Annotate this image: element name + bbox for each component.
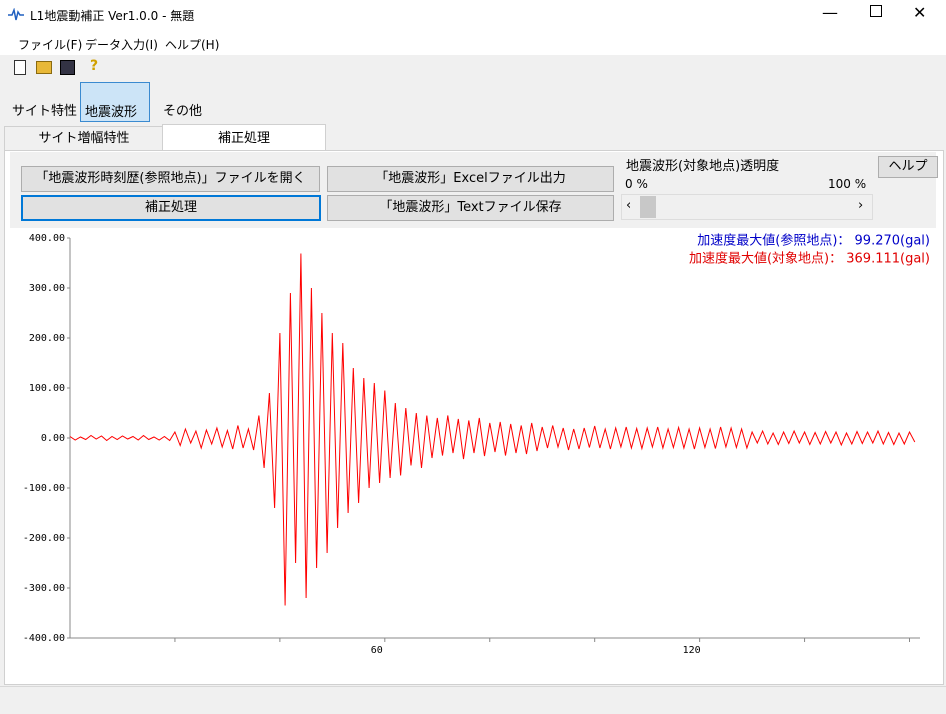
y-tick-label: 400.00 xyxy=(29,233,65,244)
scroll-left[interactable]: ‹ xyxy=(626,198,632,213)
correct-button[interactable]: 補正処理 xyxy=(21,195,321,221)
window-title: L1地震動補正 Ver1.0.0 - 無題 xyxy=(30,9,195,23)
chart: -400.00 -300.00 -200.00 -100.00 0.00 100.00 20… xyxy=(23,233,930,657)
x-tick-label: 60 xyxy=(371,645,383,656)
y-tick-label: -100.00 xyxy=(23,483,65,494)
close[interactable]: ✕ xyxy=(913,3,927,22)
transparency-max: 100 % xyxy=(828,177,867,191)
maximize[interactable] xyxy=(870,5,882,17)
x-tick-label: 120 xyxy=(683,645,701,656)
excel-button[interactable]: 「地震波形」Excelファイル出力 xyxy=(327,166,614,192)
waveform xyxy=(69,253,916,606)
y-tick-label: -300.00 xyxy=(23,583,65,594)
big-toolbar: サイト特性 地震波形 その他 xyxy=(0,80,946,122)
menu-bar: ファイル(F) データ入力(I) ヘルプ(H) xyxy=(0,30,946,55)
open-button[interactable]: 「地震波形時刻歴(参照地点)」ファイルを開く xyxy=(21,166,320,192)
y-tick-label: 0.00 xyxy=(41,433,65,444)
new-icon[interactable] xyxy=(14,60,26,75)
menu-item[interactable]: ヘルプ(H) xyxy=(165,38,220,52)
toolbar-button[interactable]: サイト特性 xyxy=(12,104,78,119)
tab-active[interactable]: 補正処理 xyxy=(162,124,326,152)
transparency-min: 0 % xyxy=(625,177,648,191)
help-button[interactable]: ヘルプ xyxy=(878,156,938,178)
toolbar-button[interactable]: その他 xyxy=(163,104,203,119)
menu-item[interactable]: データ入力(I) xyxy=(85,38,158,52)
toolbar-button-active[interactable]: 地震波形 xyxy=(80,82,150,122)
transparency-slider[interactable]: ‹ › xyxy=(621,194,873,220)
max-annotation: 加速度最大値(対象地点)： 369.111(gal) xyxy=(689,251,930,267)
y-tick-label: 100.00 xyxy=(29,383,65,394)
minimize[interactable]: — xyxy=(822,3,838,22)
text-button[interactable]: 「地震波形」Textファイル保存 xyxy=(327,195,614,221)
open-icon[interactable] xyxy=(36,61,52,74)
save-icon[interactable] xyxy=(60,60,75,75)
status-bar xyxy=(0,686,946,714)
y-tick-label: 200.00 xyxy=(29,333,65,344)
toolbar-label: 地震波形 xyxy=(85,105,138,120)
menu-item[interactable]: ファイル(F) xyxy=(18,38,83,52)
y-tick-label: -200.00 xyxy=(23,533,65,544)
app-icon xyxy=(8,8,24,21)
tab-panel xyxy=(4,150,944,685)
transparency-label: 地震波形(対象地点)透明度 xyxy=(626,159,780,174)
y-tick-label: -400.00 xyxy=(23,633,65,644)
icon-toolbar: ? xyxy=(4,58,124,78)
scroll-right[interactable]: › xyxy=(858,198,864,213)
help-icon[interactable]: ? xyxy=(90,58,99,74)
y-tick-label: 300.00 xyxy=(29,283,65,294)
scroll-thumb[interactable] xyxy=(640,196,656,218)
max-annotation: 加速度最大値(参照地点)： 99.270(gal) xyxy=(697,233,930,249)
title-bar: L1地震動補正 Ver1.0.0 - 無題 — ✕ xyxy=(0,0,946,30)
tab[interactable]: サイト増幅特性 xyxy=(4,126,164,152)
